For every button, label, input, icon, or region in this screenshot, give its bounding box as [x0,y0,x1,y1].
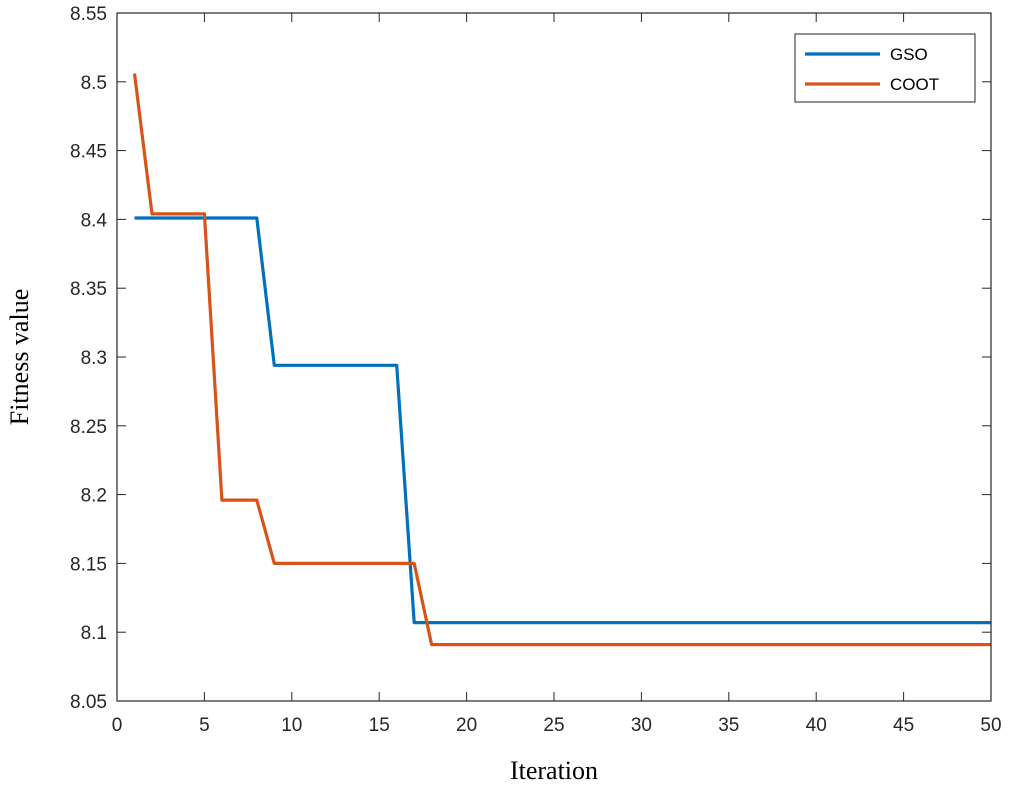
x-tick-label: 40 [806,715,827,736]
series-line-gso [134,216,991,625]
y-tick-label: 8.25 [70,417,107,438]
x-tick-label: 45 [893,715,914,736]
plot-background [117,13,991,701]
plot-area [116,12,992,702]
x-tick-label: 20 [456,715,477,736]
y-tick-label: 8.4 [81,210,108,231]
legend-label-coot: COOT [890,75,939,94]
y-axis-label: Fitness value [5,289,34,426]
x-axis-label: Iteration [510,756,598,785]
y-tick-label: 8.3 [81,348,107,369]
y-tick-label: 8.5 [81,73,107,94]
x-tick-label: 50 [980,715,1001,736]
x-tick-label: 35 [718,715,739,736]
x-tick-label: 10 [281,715,302,736]
x-tick-label: 15 [369,715,390,736]
y-tick-label: 8.55 [70,4,107,25]
y-tick-label: 8.1 [81,623,107,644]
y-tick-label: 8.45 [70,142,107,163]
y-tick-label: 8.35 [70,279,107,300]
x-tick-label: 30 [631,715,652,736]
x-tick-label: 25 [543,715,564,736]
legend: GSO COOT [794,33,976,103]
series-line-coot [132,73,991,647]
legend-box [794,33,976,103]
y-tick-label: 8.15 [70,554,107,575]
legend-label-gso: GSO [890,45,928,64]
y-axis-ticks: 8.05 8.1 8.15 8.2 8.25 8.3 8.35 8.4 8.45 8.5 8.55 [70,4,991,713]
x-tick-label: 5 [199,715,210,736]
x-tick-label: 0 [112,715,123,736]
x-axis-ticks: 0 5 10 15 20 25 30 35 40 45 50 [112,13,1002,736]
y-tick-label: 8.05 [70,692,107,713]
y-tick-label: 8.2 [81,486,107,507]
